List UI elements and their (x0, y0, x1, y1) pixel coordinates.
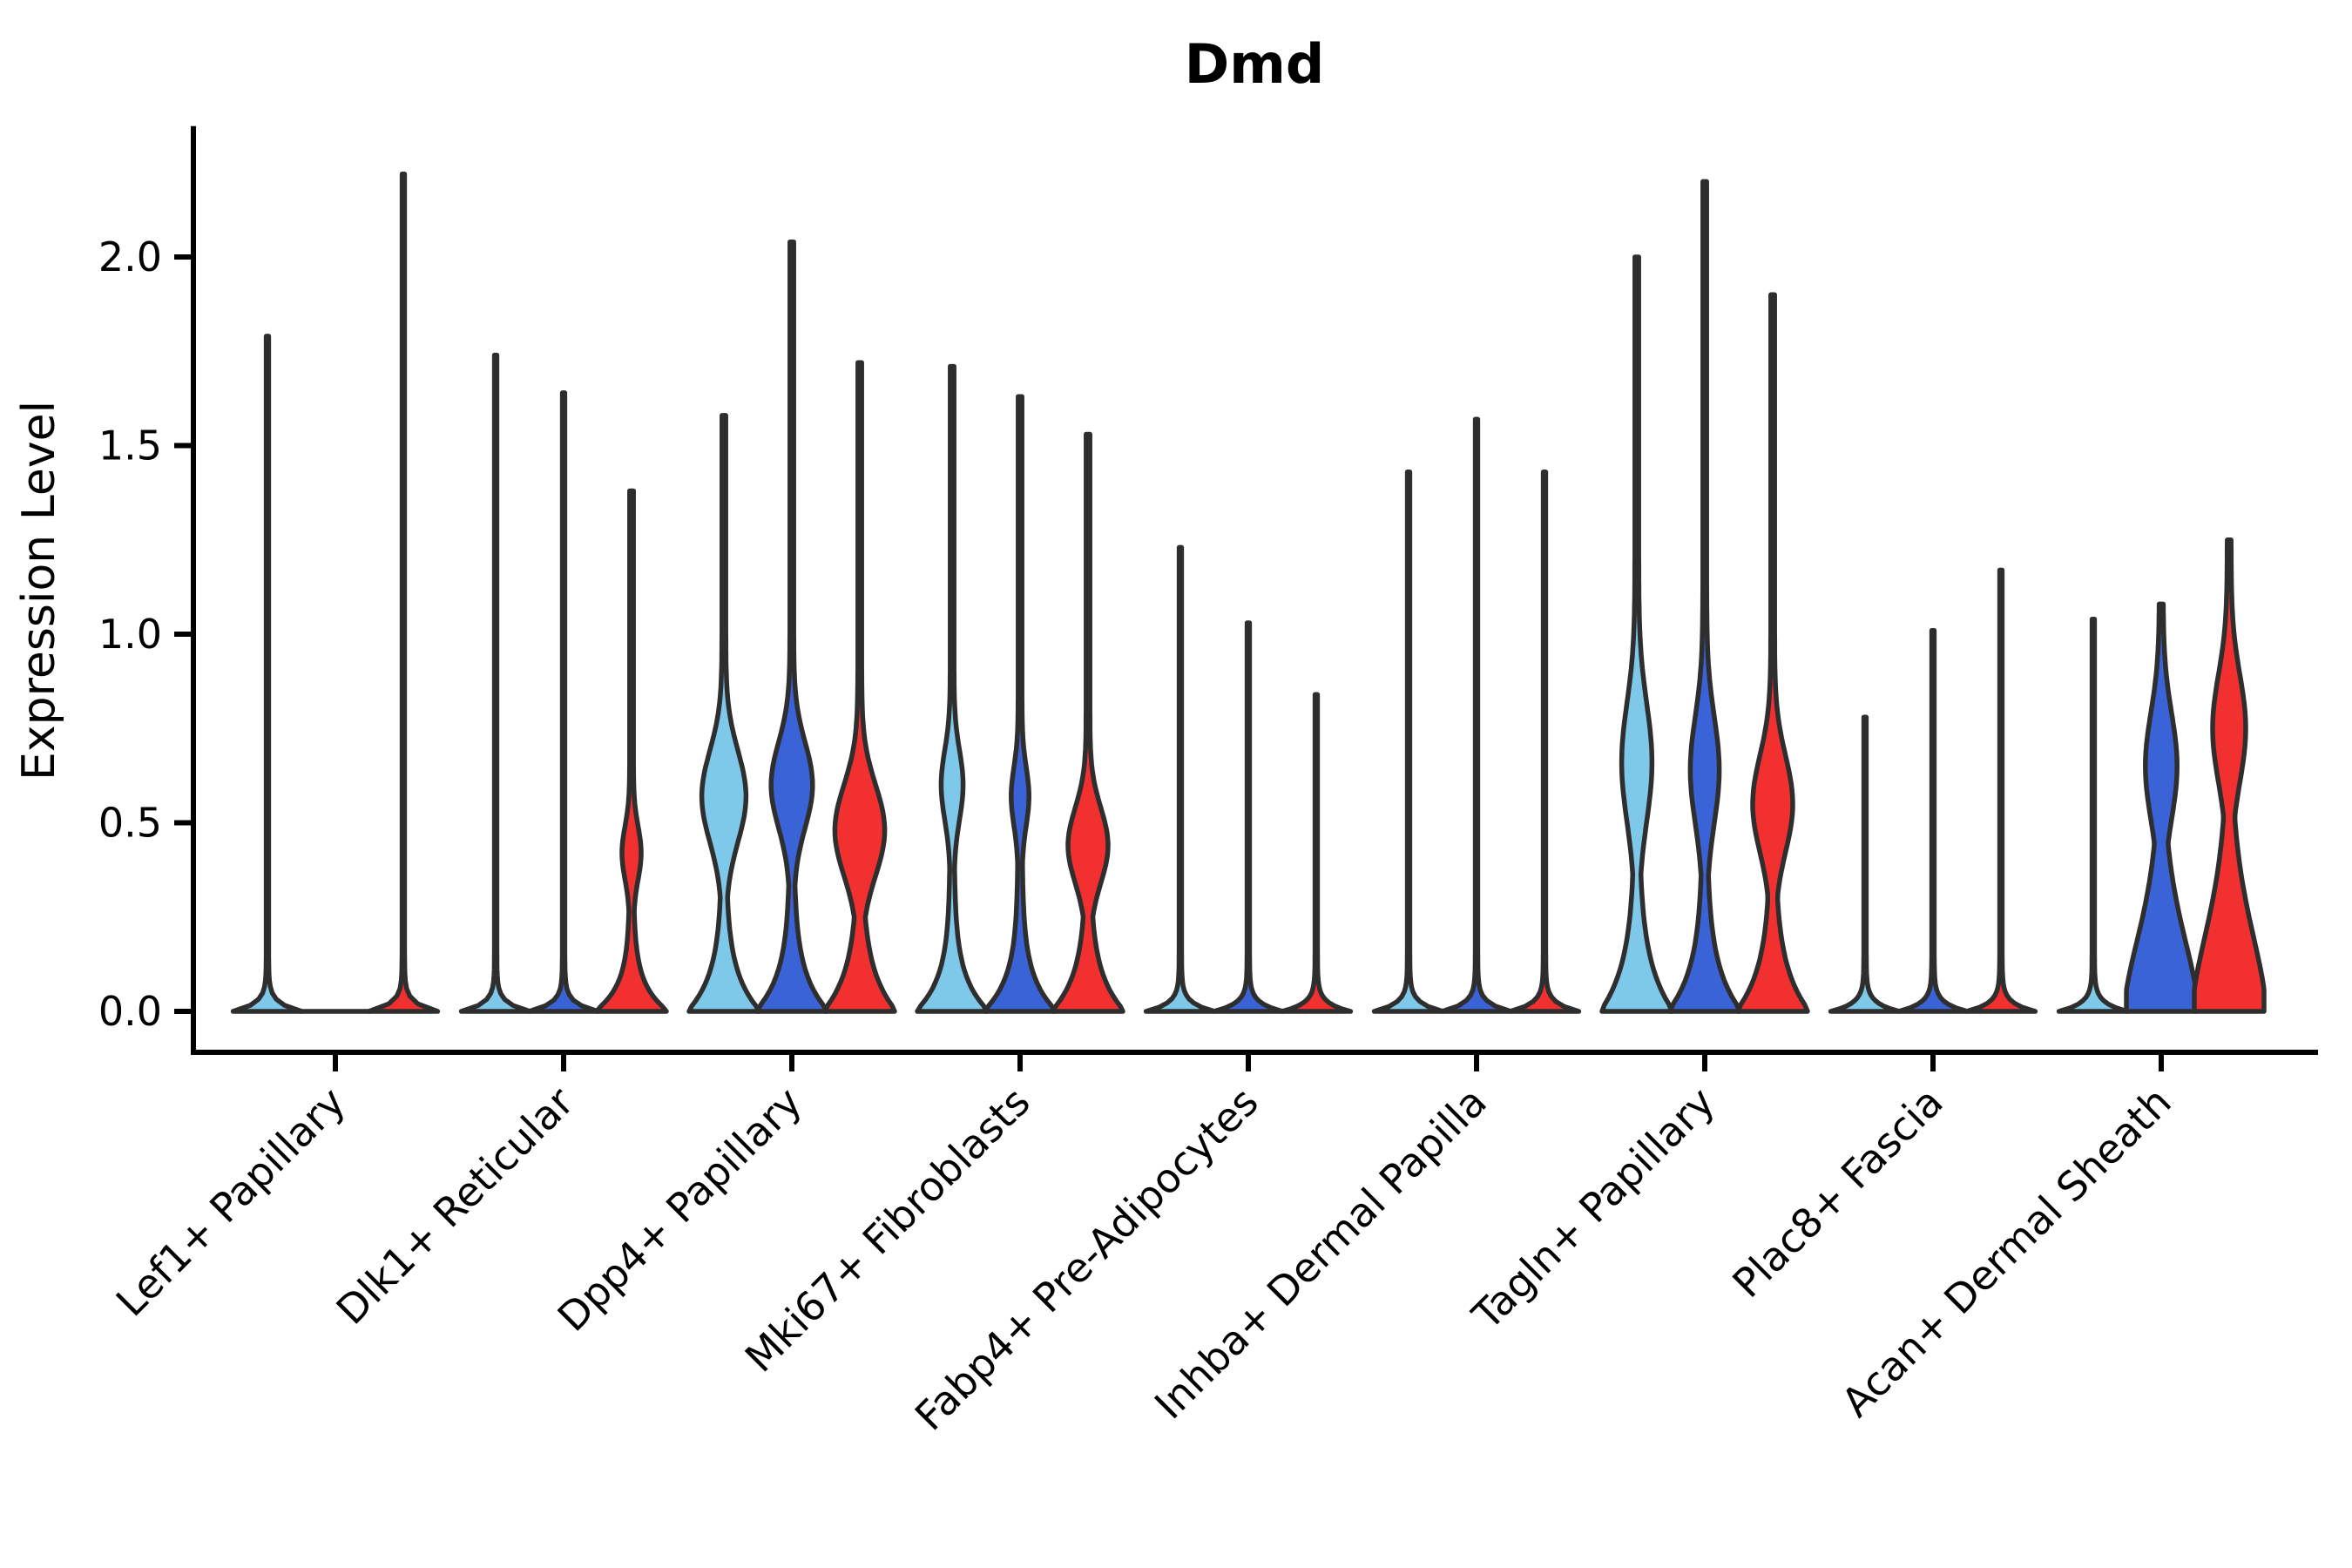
violin-blue-acan-dermal-sheath (2124, 601, 2199, 1014)
violin-light-blue-inhba-dermal-papilla (1371, 470, 1446, 1014)
violin-light-blue-dpp4-papillary (686, 413, 761, 1014)
violin-blue-dpp4-papillary (754, 239, 829, 1014)
chart-title: Dmd (1185, 32, 1324, 96)
axes-layer (174, 125, 2318, 1071)
violin-red-inhba-dermal-papilla (1507, 470, 1582, 1014)
violin-light-blue-fabp4-pre-adipocytes (1143, 544, 1218, 1014)
violin-blue-inhba-dermal-papilla (1439, 416, 1514, 1014)
violin-red-plac8-fascia (1963, 567, 2038, 1014)
violin-blue-mki67-fibroblasts (983, 394, 1058, 1014)
violin-light-blue-plac8-fascia (1828, 714, 1903, 1014)
x-tick-label: Tagln+ Papillary (1463, 1078, 1724, 1340)
violin-blue-fabp4-pre-adipocytes (1211, 620, 1286, 1014)
violin-red-fabp4-pre-adipocytes (1279, 692, 1354, 1014)
x-tick-label: Lef1+ Papillary (107, 1078, 355, 1326)
violin-red-dpp4-papillary (822, 360, 897, 1014)
x-tick-label: Dlk1+ Reticular (328, 1078, 583, 1334)
y-tick-label: 0.5 (98, 800, 162, 847)
violin-blue-tagln-papillary (1667, 179, 1742, 1014)
violin-light-blue-acan-dermal-sheath (2056, 616, 2131, 1014)
violin-red-dlk1-reticular (594, 488, 669, 1014)
violin-blue-plac8-fascia (1896, 627, 1970, 1014)
violin-layer (230, 171, 2267, 1014)
y-axis-label: Expression Level (13, 401, 65, 781)
violin-red-mki67-fibroblasts (1051, 431, 1125, 1014)
violin-blue-dlk1-reticular (526, 390, 601, 1014)
violin-light-blue-lef1-papillary (230, 334, 305, 1014)
y-tick-label: 1.0 (98, 611, 162, 658)
violin-red-lef1-papillary (366, 171, 441, 1014)
axis-spines (191, 125, 2318, 1055)
violin-red-tagln-papillary (1735, 292, 1810, 1014)
violin-light-blue-mki67-fibroblasts (915, 363, 990, 1014)
y-tick-label: 0.0 (98, 988, 162, 1035)
x-tick-label: Plac8+ Fascia (1723, 1078, 1951, 1307)
violin-red-acan-dermal-sheath (2192, 537, 2267, 1014)
y-tick-label: 2.0 (98, 233, 162, 280)
violin-light-blue-tagln-papillary (1599, 254, 1674, 1014)
violin-light-blue-dlk1-reticular (458, 352, 533, 1014)
x-tick-label: Dpp4+ Papillary (549, 1078, 811, 1341)
y-tick-label: 1.5 (98, 422, 162, 470)
